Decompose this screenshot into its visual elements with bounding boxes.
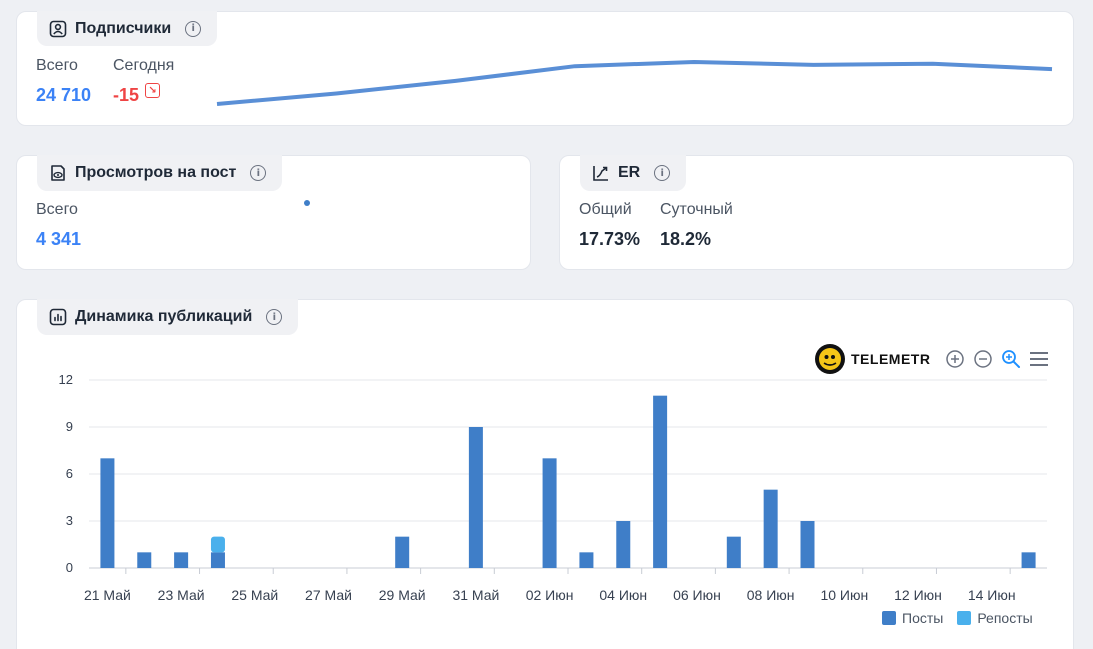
- y-tick-label: 0: [66, 560, 73, 575]
- menu-icon[interactable]: [1028, 348, 1050, 370]
- er-card: ER i Общий 17.73% Суточный 18.2%: [559, 155, 1074, 270]
- bar-posts[interactable]: [542, 458, 557, 568]
- y-tick-label: 12: [59, 372, 73, 387]
- x-tick-label: 02 Июн: [526, 587, 574, 603]
- x-tick-label: 27 Май: [305, 587, 352, 603]
- y-tick-label: 6: [66, 466, 73, 481]
- x-tick-label: 31 Май: [452, 587, 499, 603]
- legend-swatch-reposts: [957, 611, 972, 625]
- subscribers-total: Всего 24 710: [36, 57, 91, 106]
- x-tick-label: 21 Май: [84, 587, 131, 603]
- legend-item-posts[interactable]: Посты: [882, 610, 943, 626]
- bar-posts[interactable]: [726, 536, 741, 568]
- magnify-icon[interactable]: [1000, 348, 1022, 370]
- x-tick-label: 06 Июн: [673, 587, 721, 603]
- legend-item-reposts[interactable]: Репосты: [957, 610, 1033, 626]
- telemetr-logo-icon: [815, 344, 845, 374]
- bar-posts[interactable]: [579, 552, 594, 568]
- er-title: ER: [618, 164, 641, 181]
- bar-posts[interactable]: [616, 521, 631, 568]
- er-overall-label: Общий: [579, 201, 632, 218]
- views-total-label: Всего: [36, 201, 78, 218]
- views-total-value: 4 341: [36, 229, 82, 249]
- bar-chart-icon: [49, 308, 67, 326]
- bar-posts[interactable]: [100, 458, 115, 568]
- user-icon: [49, 20, 67, 38]
- x-tick-label: 29 Май: [379, 587, 426, 603]
- info-icon[interactable]: i: [266, 309, 283, 325]
- chart-toolbar: TELEMETR: [815, 344, 1050, 374]
- growth-chart-icon: [592, 164, 610, 182]
- legend-label-reposts: Репосты: [977, 610, 1033, 626]
- subscribers-sparkline: [216, 60, 1053, 106]
- x-tick-label: 04 Июн: [599, 587, 647, 603]
- publications-title: Динамика публикаций: [75, 308, 253, 325]
- views-title: Просмотров на пост: [75, 164, 237, 181]
- info-icon[interactable]: i: [185, 20, 202, 37]
- info-icon[interactable]: i: [654, 165, 671, 181]
- er-daily-value: 18.2%: [660, 229, 712, 249]
- bar-posts[interactable]: [395, 536, 410, 568]
- bar-reposts[interactable]: [210, 536, 225, 553]
- er-overall: Общий 17.73%: [579, 201, 640, 250]
- x-tick-label: 12 Июн: [894, 587, 942, 603]
- er-daily-label: Суточный: [660, 201, 733, 218]
- eye-doc-icon: [49, 164, 67, 182]
- views-sparkline-dot: [304, 200, 310, 206]
- info-icon[interactable]: i: [250, 165, 267, 181]
- bar-posts[interactable]: [800, 521, 815, 568]
- views-header: Просмотров на пост i: [37, 155, 283, 191]
- bar-posts[interactable]: [137, 552, 152, 568]
- bar-posts[interactable]: [174, 552, 189, 568]
- bar-posts[interactable]: [468, 427, 483, 568]
- subscribers-total-value: 24 710: [36, 85, 92, 105]
- zoom-in-icon[interactable]: [944, 348, 966, 370]
- x-tick-label: 08 Июн: [747, 587, 795, 603]
- subscribers-today: Сегодня -15 ↘: [113, 57, 174, 106]
- bar-posts[interactable]: [1021, 552, 1036, 568]
- x-tick-label: 14 Июн: [968, 587, 1016, 603]
- telemetr-brand: TELEMETR: [851, 351, 931, 367]
- zoom-out-icon[interactable]: [972, 348, 994, 370]
- publications-chart: 0 3 6 9 12 21 Май 23 Май 25 Май 27 Май 29 Май 31 М…: [59, 372, 1047, 603]
- bar-posts[interactable]: [653, 395, 668, 568]
- er-daily: Суточный 18.2%: [660, 201, 733, 250]
- bar-posts[interactable]: [763, 489, 778, 568]
- er-overall-value: 17.73%: [579, 229, 641, 249]
- sparkline-line: [216, 60, 1053, 106]
- subscribers-header: Подписчики i: [37, 11, 218, 46]
- subscribers-today-value: -15: [113, 85, 140, 105]
- legend-swatch-posts: [882, 611, 896, 625]
- trend-down-icon: ↘: [145, 83, 161, 98]
- publications-header: Динамика публикаций i: [37, 299, 299, 335]
- chart-legend: Посты Репосты: [882, 610, 1033, 626]
- subscribers-title: Подписчики: [75, 19, 172, 37]
- er-header: ER i: [580, 155, 687, 191]
- y-tick-label: 3: [66, 513, 73, 528]
- y-tick-label: 9: [66, 419, 73, 434]
- subscribers-today-label: Сегодня: [113, 57, 175, 74]
- x-tick-label: 25 Май: [231, 587, 278, 603]
- subscribers-total-label: Всего: [36, 57, 78, 74]
- x-tick-label: 10 Июн: [820, 587, 868, 603]
- bar-posts[interactable]: [210, 552, 225, 568]
- x-tick-label: 23 Май: [158, 587, 205, 603]
- views-card: Просмотров на пост i Всего 4 341: [16, 155, 531, 270]
- views-total: Всего 4 341: [36, 201, 81, 250]
- subscribers-card: Подписчики i Всего 24 710 Сегодня -15 ↘: [16, 11, 1074, 126]
- legend-label-posts: Посты: [902, 610, 944, 626]
